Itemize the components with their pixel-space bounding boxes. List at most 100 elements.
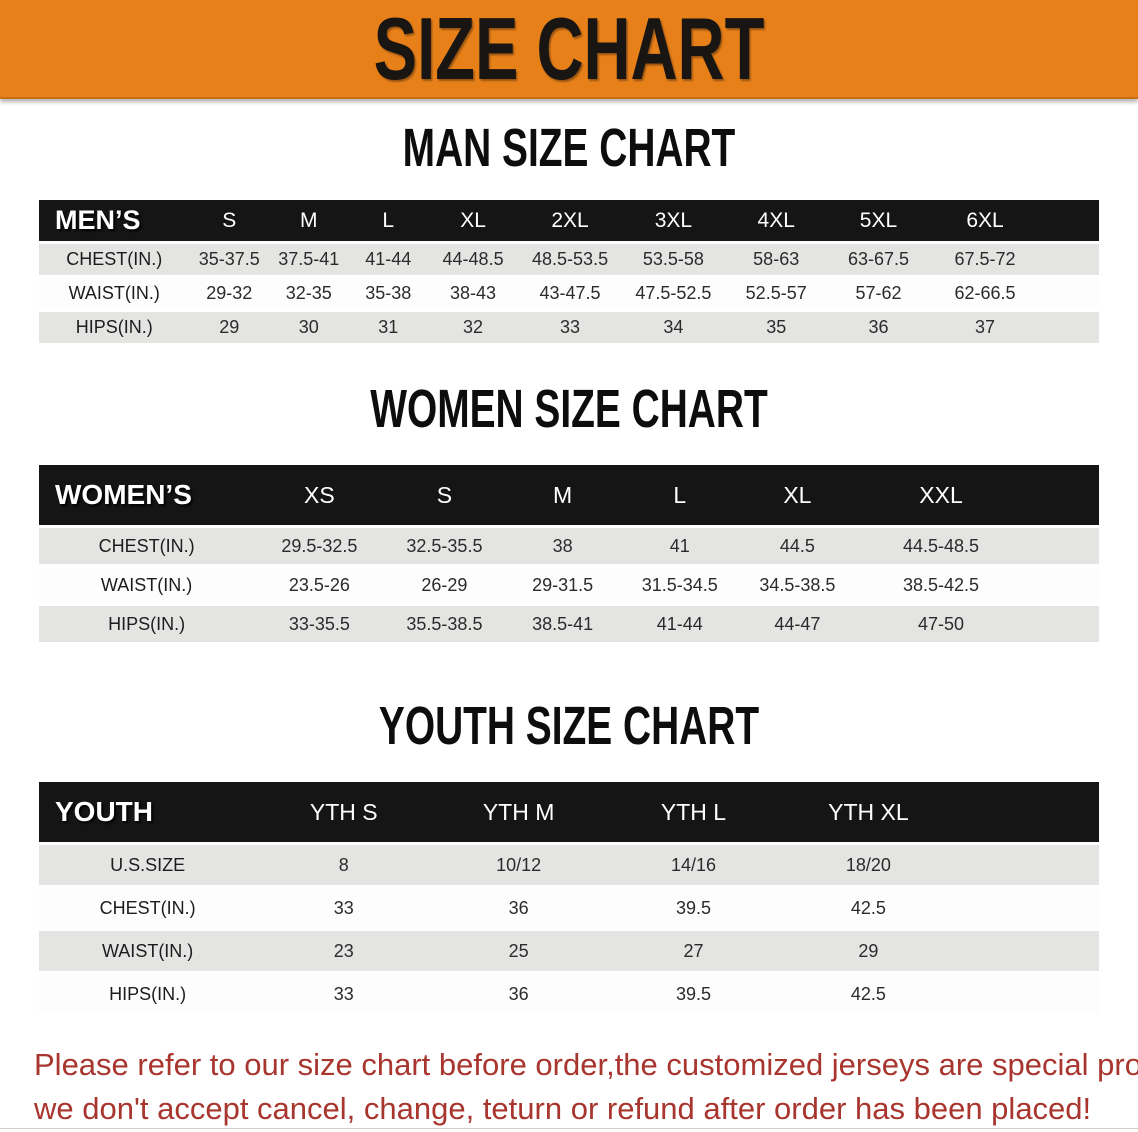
measurement-row: HIPS(IN.) 33 36 39.5 42.5 [39, 974, 1099, 1014]
women-section-heading-text: WOMEN SIZE CHART [370, 379, 768, 439]
size-value-cell: 35-38 [348, 278, 429, 309]
size-value-cell: 39.5 [606, 974, 781, 1014]
size-value-cell: 41-44 [620, 606, 739, 642]
size-value-cell: 10/12 [431, 845, 607, 885]
size-value-cell: 38.5-41 [504, 606, 621, 642]
measurement-row: CHEST(IN.) 29.5-32.5 32.5-35.5 38 41 44.5 44.5… [39, 528, 1099, 564]
size-value-cell: 53.5-58 [621, 244, 725, 275]
size-value-cell: 38-43 [428, 278, 519, 309]
size-column-header: XL [738, 465, 857, 525]
size-value-cell: 29 [780, 931, 956, 971]
size-value-cell: 30 [269, 312, 349, 343]
size-value-cell: 29.5-32.5 [254, 528, 385, 564]
size-column-header: 2XL [518, 200, 622, 241]
row-filler-cell [1040, 278, 1099, 309]
men-section-heading-text: MAN SIZE CHART [402, 118, 736, 178]
size-value-cell: 63-67.5 [827, 244, 930, 275]
size-value-cell: 41-44 [348, 244, 429, 275]
size-value-cell: 62-66.5 [929, 278, 1041, 309]
men-section-heading: MAN SIZE CHART [0, 118, 1138, 178]
measurement-row-label: CHEST(IN.) [39, 244, 190, 275]
row-filler-cell [955, 888, 1099, 928]
measurement-row: CHEST(IN.) 33 36 39.5 42.5 [39, 888, 1099, 928]
size-value-cell: 36 [431, 888, 607, 928]
disclaimer-line-2: we don't accept cancel, change, teturn o… [34, 1091, 1092, 1127]
youth-size-section: YOUTH SIZE CHART YOUTH YTH S YTH M YTH L YTH… [0, 696, 1138, 1017]
youth-section-heading-text: YOUTH SIZE CHART [378, 696, 760, 756]
measurement-row-label: HIPS(IN.) [39, 312, 190, 343]
size-value-cell: 47.5-52.5 [621, 278, 725, 309]
size-value-cell: 35-37.5 [189, 244, 270, 275]
size-value-cell: 33 [518, 312, 622, 343]
size-value-cell: 38 [504, 528, 621, 564]
size-value-cell: 44-48.5 [428, 244, 519, 275]
youth-size-table: YOUTH YTH S YTH M YTH L YTH XL U.S.SIZE 8 10/12… [39, 779, 1099, 1017]
size-value-cell: 35.5-38.5 [384, 606, 505, 642]
size-column-header: 5XL [827, 200, 930, 241]
measurement-row: HIPS(IN.) 33-35.5 35.5-38.5 38.5-41 41-44 44-… [39, 606, 1099, 642]
size-value-cell: 23.5-26 [254, 567, 385, 603]
size-column-header: S [384, 465, 505, 525]
disclaimer-line-1: Please refer to our size chart before or… [34, 1047, 1138, 1082]
row-filler-cell [955, 974, 1099, 1014]
row-filler-cell [955, 931, 1099, 971]
measurement-row-label: HIPS(IN.) [39, 606, 255, 642]
size-value-cell: 26-29 [384, 567, 505, 603]
size-value-cell: 44.5 [738, 528, 857, 564]
size-value-cell: 42.5 [780, 974, 956, 1014]
measurement-row: WAIST(IN.) 23.5-26 26-29 29-31.5 31.5-34.5 34… [39, 567, 1099, 603]
size-value-cell: 33 [256, 974, 432, 1014]
row-filler-cell [1025, 528, 1099, 564]
size-value-cell: 36 [827, 312, 930, 343]
size-table-header-row: MEN’S S M L XL 2XL 3XL 4XL 5XL 6XL [39, 200, 1099, 241]
row-filler-cell [1025, 606, 1099, 642]
banner-title: SIZE CHART [373, 0, 765, 98]
row-filler-cell [955, 845, 1099, 885]
bottom-hairline [0, 1128, 1138, 1129]
size-column-header: 3XL [621, 200, 725, 241]
size-value-cell: 67.5-72 [929, 244, 1041, 275]
size-column-header: S [189, 200, 270, 241]
size-value-cell: 37.5-41 [269, 244, 349, 275]
measurement-row-label: CHEST(IN.) [39, 888, 257, 928]
size-value-cell: 43-47.5 [518, 278, 622, 309]
measurement-row: CHEST(IN.) 35-37.5 37.5-41 41-44 44-48.5 48.5… [39, 244, 1099, 275]
size-value-cell: 27 [606, 931, 781, 971]
measurement-row-label: HIPS(IN.) [39, 974, 257, 1014]
table-group-label: MEN’S [39, 200, 190, 241]
measurement-row: HIPS(IN.) 29 30 31 32 33 34 35 36 37 [39, 312, 1099, 343]
measurement-row: WAIST(IN.) 23 25 27 29 [39, 931, 1099, 971]
measurement-row-label: CHEST(IN.) [39, 528, 255, 564]
row-filler-cell [1040, 312, 1099, 343]
size-chart-banner: SIZE CHART [0, 0, 1138, 99]
table-group-label: YOUTH [39, 782, 257, 842]
size-column-header: YTH M [431, 782, 607, 842]
size-value-cell: 44.5-48.5 [856, 528, 1026, 564]
size-value-cell: 37 [929, 312, 1041, 343]
size-value-cell: 47-50 [856, 606, 1026, 642]
size-value-cell: 41 [620, 528, 739, 564]
size-column-header: YTH L [606, 782, 781, 842]
size-value-cell: 29 [189, 312, 270, 343]
size-value-cell: 31 [348, 312, 429, 343]
size-value-cell: 32 [428, 312, 519, 343]
size-column-header: YTH S [256, 782, 432, 842]
measurement-row-label: WAIST(IN.) [39, 278, 190, 309]
measurement-row: U.S.SIZE 8 10/12 14/16 18/20 [39, 845, 1099, 885]
size-value-cell: 58-63 [724, 244, 828, 275]
size-value-cell: 14/16 [606, 845, 781, 885]
size-value-cell: 48.5-53.5 [518, 244, 622, 275]
size-value-cell: 52.5-57 [724, 278, 828, 309]
header-filler-cell [955, 782, 1099, 842]
measurement-row-label: U.S.SIZE [39, 845, 257, 885]
size-value-cell: 32-35 [269, 278, 349, 309]
measurement-row-label: WAIST(IN.) [39, 931, 257, 971]
table-group-label: WOMEN’S [39, 465, 255, 525]
size-value-cell: 39.5 [606, 888, 781, 928]
size-value-cell: 34 [621, 312, 725, 343]
women-size-table: WOMEN’S XS S M L XL XXL CHEST(IN.) 29.5-32.5 32.5… [39, 462, 1099, 645]
size-value-cell: 32.5-35.5 [384, 528, 505, 564]
size-column-header: L [620, 465, 739, 525]
size-chart-content: MAN SIZE CHART MEN’S S M L XL 2XL 3XL 4XL 5XL 6XL… [0, 118, 1138, 1131]
